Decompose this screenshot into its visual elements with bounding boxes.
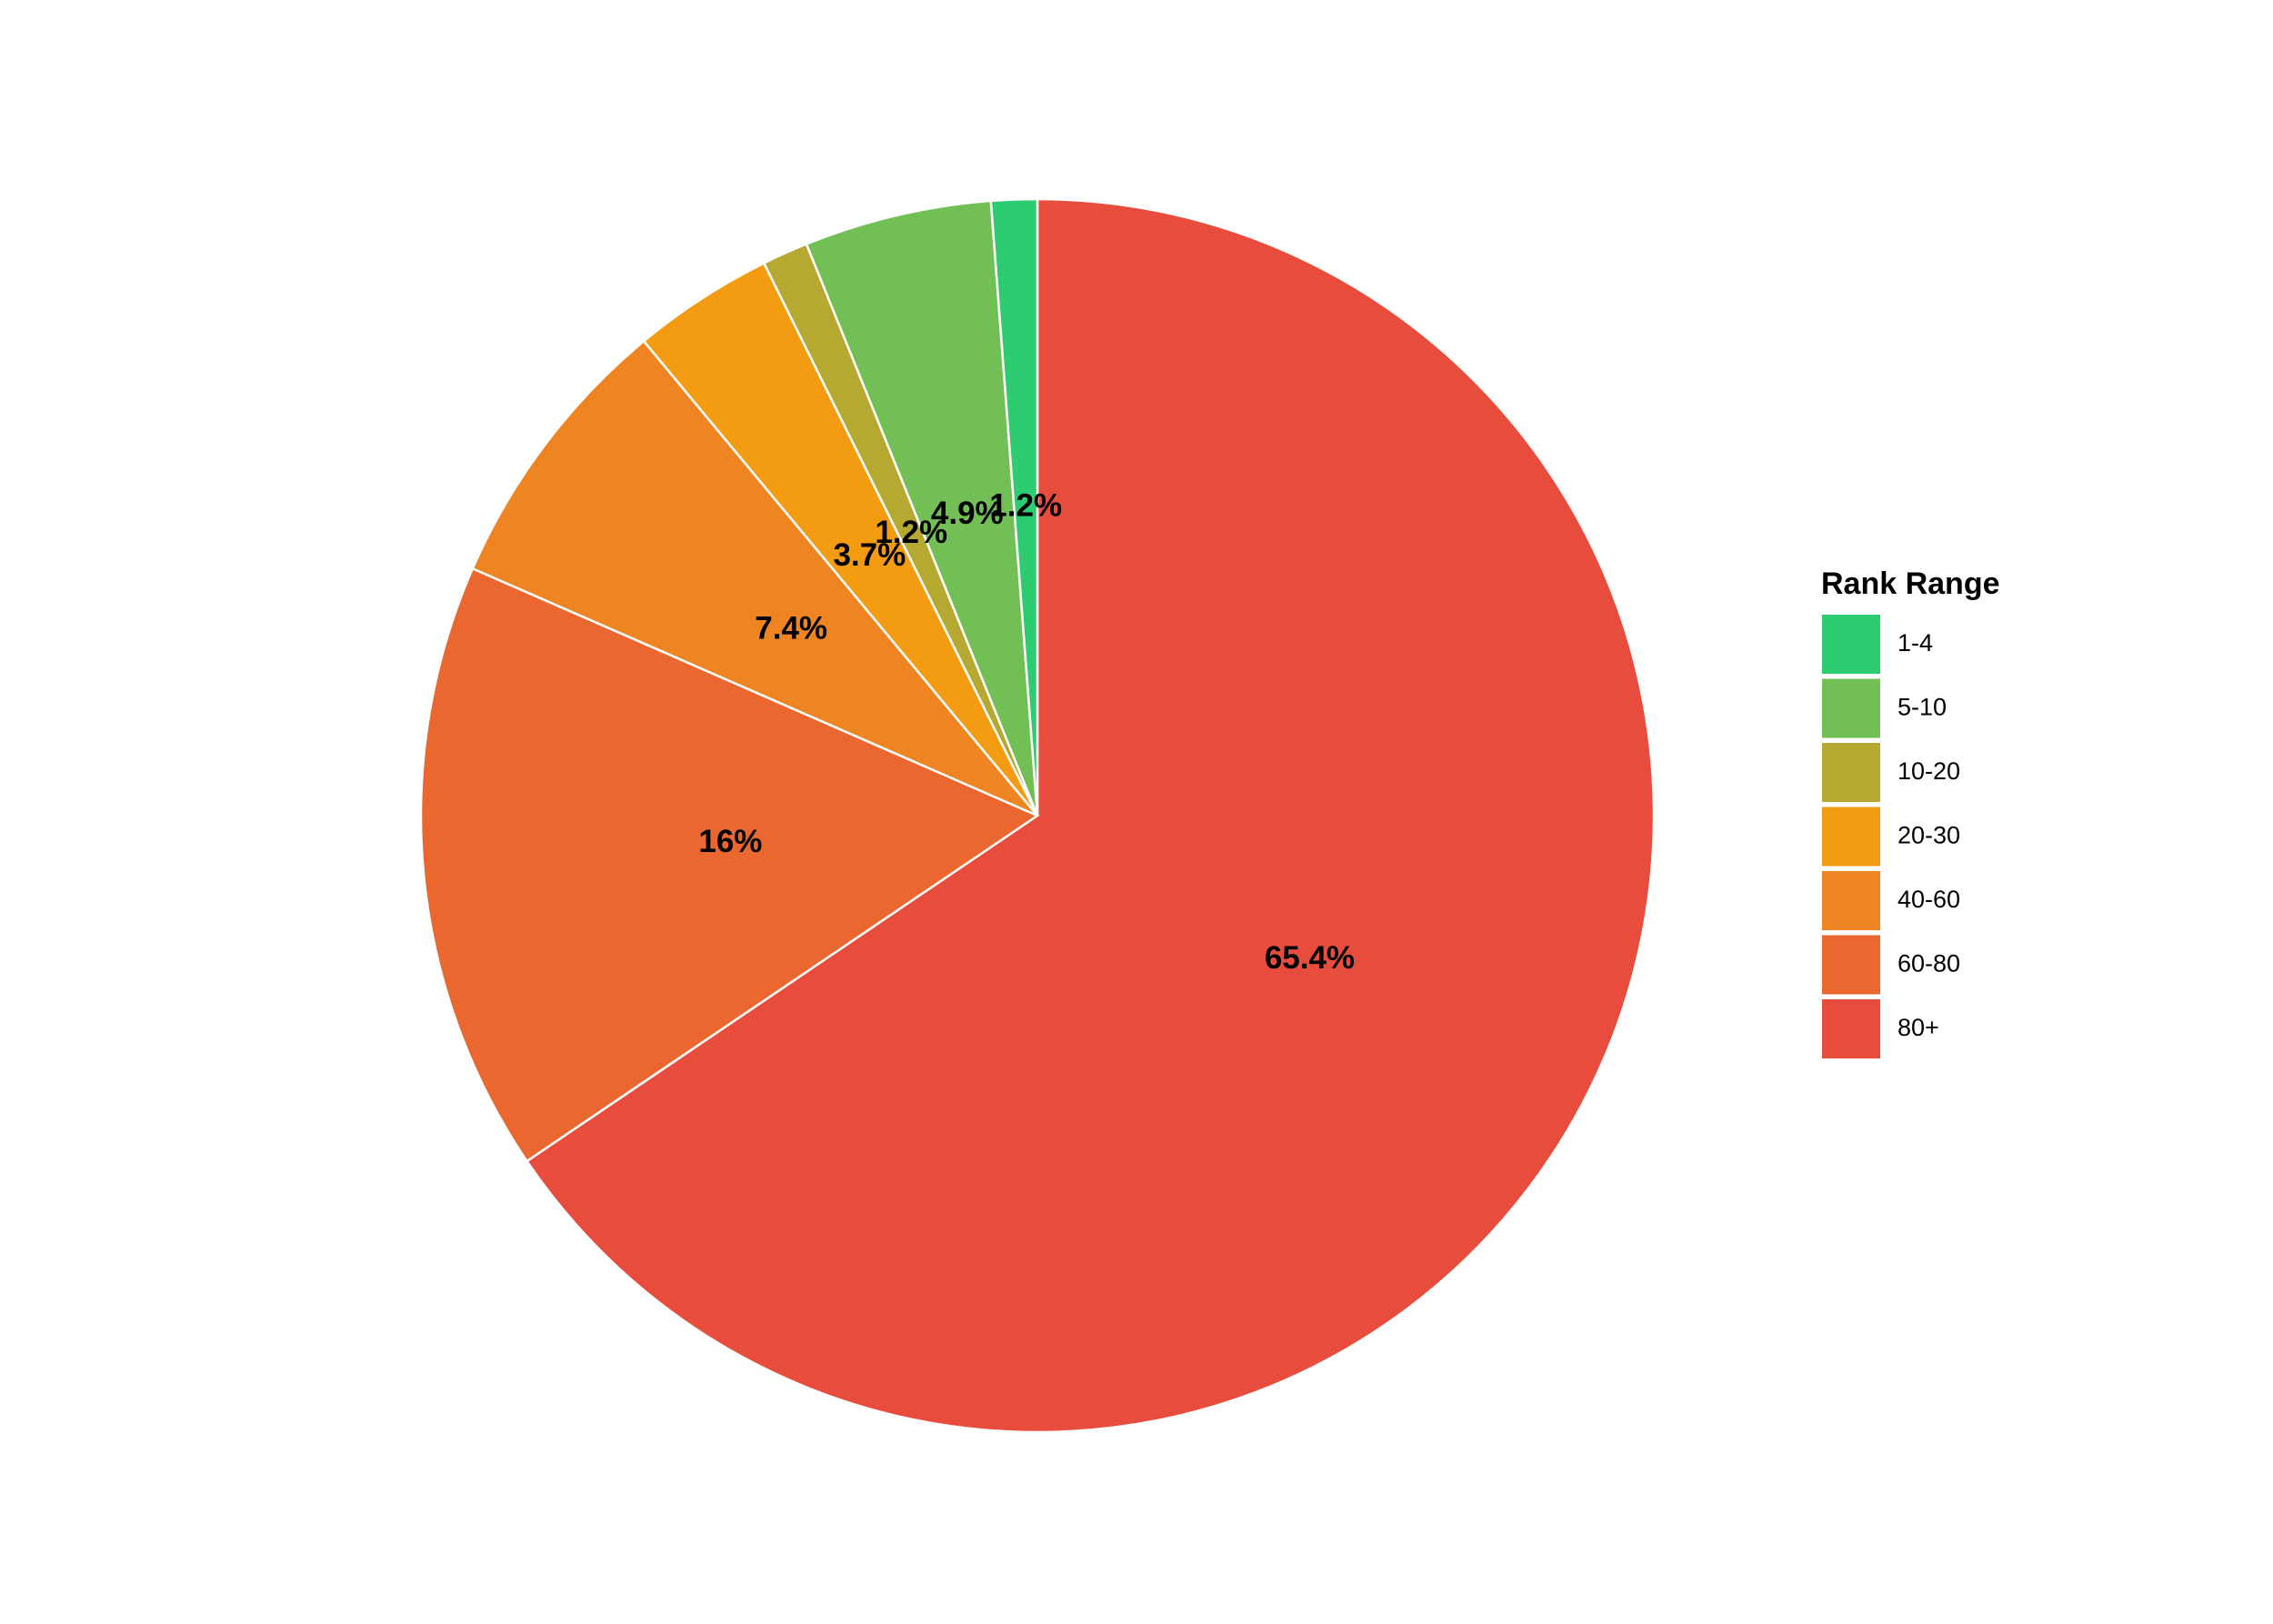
legend-label: 60-80 <box>1898 950 1960 977</box>
data-label: 3.7% <box>833 537 906 573</box>
data-label: 4.9% <box>931 496 1004 531</box>
data-label: 65.4% <box>1265 940 1355 976</box>
legend-label: 40-60 <box>1898 886 1960 913</box>
data-label: 1.2% <box>989 487 1062 523</box>
legend-key <box>1822 807 1880 867</box>
legend-key <box>1822 871 1880 930</box>
legend-label: 5-10 <box>1898 694 1947 721</box>
legend-title: Rank Range <box>1821 566 2000 601</box>
legend-label: 10-20 <box>1898 757 1960 785</box>
legend-key <box>1822 935 1880 995</box>
legend-key <box>1822 743 1880 802</box>
legend-key <box>1822 615 1880 674</box>
legend-label: 80+ <box>1898 1014 1939 1041</box>
pie-slice <box>805 199 1039 817</box>
data-label: 1.2% <box>875 515 947 550</box>
pie-slice <box>525 197 1656 1434</box>
pie <box>419 197 1656 1434</box>
legend-label: 20-30 <box>1898 822 1960 849</box>
data-label: 7.4% <box>755 610 827 646</box>
pie-slice <box>471 339 1038 817</box>
data-label: 16% <box>698 824 762 859</box>
legend-key <box>1822 999 1880 1058</box>
legend: 1-4 5-10 10-20 20-30 40-60 60-80 80+ <box>1822 615 1960 1058</box>
data-labels: 65.4%16%7.4%3.7%1.2%4.9%1.2% <box>698 487 1355 976</box>
legend-key <box>1822 678 1880 738</box>
pie-slice <box>989 197 1039 817</box>
legend-label: 1-4 <box>1898 629 1933 657</box>
pie-slice <box>419 566 1040 1163</box>
